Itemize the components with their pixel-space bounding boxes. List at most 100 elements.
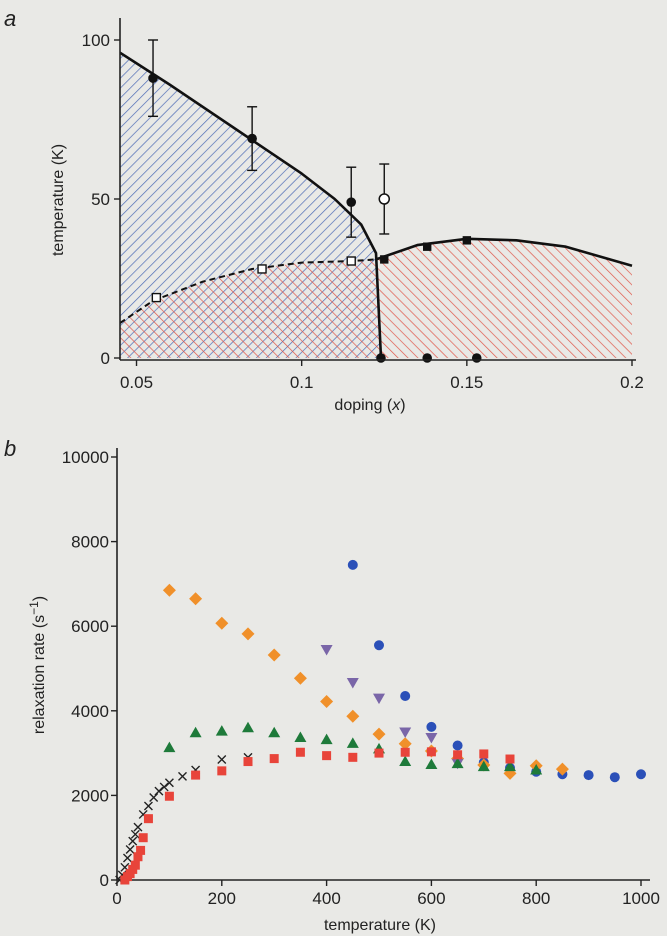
data-point-cross (122, 853, 132, 863)
panel-a-x-tick-label: 0.2 (620, 373, 644, 392)
data-point-diamond (555, 762, 569, 776)
data-point-circle (609, 772, 620, 783)
panel-b-y-tick-label: 8000 (71, 533, 109, 552)
data-point-square (426, 747, 436, 757)
data-point-diamond (320, 694, 334, 708)
data-point-circle (374, 640, 384, 651)
data-point-filled-circle (148, 73, 158, 83)
panel-a-x-axis-label: doping (x) (334, 397, 405, 414)
panel-a-data-points (148, 39, 482, 363)
data-point-square (453, 750, 463, 760)
data-point-cross (125, 845, 135, 855)
curve-upper-solid (120, 51, 383, 359)
data-point-open-square (257, 264, 267, 274)
data-point-filled-circle (471, 353, 482, 363)
data-point-circle (452, 740, 463, 751)
panel-a-x-axis-label-variable: x (391, 397, 401, 414)
data-point-cross (164, 778, 174, 788)
panel-b-x-axis-label: temperature (K) (324, 917, 436, 934)
panel-a-y-tick-label: 50 (91, 190, 110, 209)
data-point-square (374, 748, 384, 758)
panel-b-tick-labels: 0 2000 4000 6000 8000 10000 0 200 400 600 800 1000 (62, 448, 660, 908)
panel-b-y-tick-label: 10000 (62, 448, 109, 467)
data-point-diamond (162, 583, 176, 597)
data-point-triangle-down (373, 693, 385, 705)
data-point-triangle-up (477, 760, 490, 772)
data-point-diamond (346, 709, 360, 723)
panel-b-y-tick-label: 2000 (71, 786, 109, 805)
panel-b-axes (111, 448, 650, 886)
data-point-diamond (398, 737, 412, 751)
data-point-square (505, 754, 515, 764)
data-point-diamond (241, 627, 255, 641)
region-red-hatched (120, 238, 632, 358)
data-point-open-square (151, 292, 162, 303)
panel-a-x-axis-label-prefix: doping ( (334, 397, 392, 414)
curve-dome-solid (375, 237, 633, 268)
data-point-circle (636, 769, 646, 780)
data-point-diamond (372, 727, 386, 741)
data-point-triangle-up (504, 760, 516, 772)
data-point-circle (583, 770, 594, 781)
data-point-filled-circle (422, 353, 433, 363)
data-point-square (138, 833, 148, 843)
panel-b-y-axis-label-suffix: ) (31, 596, 48, 601)
data-point-cross (128, 836, 138, 846)
panel-a: a 0 50 100 0.05 0.1 0.15 0.2 temperature (K) d… (4, 6, 644, 414)
data-point-triangle-up (399, 755, 412, 767)
data-point-filled-square (462, 236, 472, 245)
panel-a-x-axis-label-suffix: ) (400, 397, 405, 414)
data-point-square (243, 757, 253, 767)
data-point-triangle-up (163, 741, 176, 753)
panel-b-y-tick-label: 6000 (71, 617, 109, 636)
data-point-triangle-up (268, 726, 281, 738)
data-point-diamond (215, 616, 229, 630)
data-point-cross (130, 829, 140, 839)
data-point-triangle-down (399, 727, 412, 738)
data-point-filled-circle (346, 197, 357, 207)
data-point-filled-square (423, 242, 432, 251)
data-point-triangle-up (425, 758, 438, 770)
panel-a-tick-labels: 0 50 100 0.05 0.1 0.15 0.2 (82, 31, 644, 392)
panel-a-x-tick-label: 0.15 (450, 373, 483, 392)
data-point-square (348, 752, 358, 762)
data-point-square (133, 852, 143, 862)
panel-b: b 0 2000 4000 6000 8000 10000 0 200 400 600 800 100… (4, 436, 660, 934)
panel-b-x-tick-label: 1000 (622, 889, 660, 908)
data-point-square (191, 770, 201, 780)
data-point-square (322, 751, 332, 761)
panel-a-y-axis-label: temperature (K) (50, 144, 67, 256)
data-point-diamond (293, 671, 307, 685)
data-point-square (479, 749, 489, 759)
panel-b-y-tick-label: 4000 (71, 702, 109, 721)
data-point-triangle-up (530, 764, 543, 775)
panel-a-x-tick-label: 0.05 (120, 373, 153, 392)
panel-b-x-tick-label: 400 (312, 889, 340, 908)
panel-b-x-tick-label: 800 (522, 889, 550, 908)
panel-b-y-tick-label: 0 (100, 871, 109, 890)
data-point-cross (159, 782, 169, 792)
panel-a-axes (114, 18, 636, 366)
data-point-diamond (189, 592, 203, 606)
series-square (120, 747, 515, 885)
data-point-diamond (267, 648, 281, 662)
data-point-filled-circle (247, 133, 257, 144)
data-point-circle (347, 559, 358, 570)
panel-b-x-tick-label: 600 (417, 889, 445, 908)
panel-a-x-tick-label: 0.1 (290, 373, 314, 392)
data-point-cross (143, 801, 153, 811)
panel-b-letter: b (4, 436, 16, 461)
data-point-cross (149, 793, 159, 803)
panel-a-letter: a (4, 6, 16, 31)
data-point-circle (426, 721, 437, 732)
series-triangle-down (320, 644, 464, 770)
data-point-filled-square (380, 255, 389, 264)
series-cross (115, 752, 253, 885)
data-point-triangle-down (425, 732, 438, 744)
data-point-open-circle (378, 193, 391, 205)
data-point-square (295, 747, 305, 757)
data-point-triangle-up (451, 757, 464, 769)
panel-a-y-tick-label: 0 (101, 349, 110, 368)
data-point-square (136, 845, 146, 855)
